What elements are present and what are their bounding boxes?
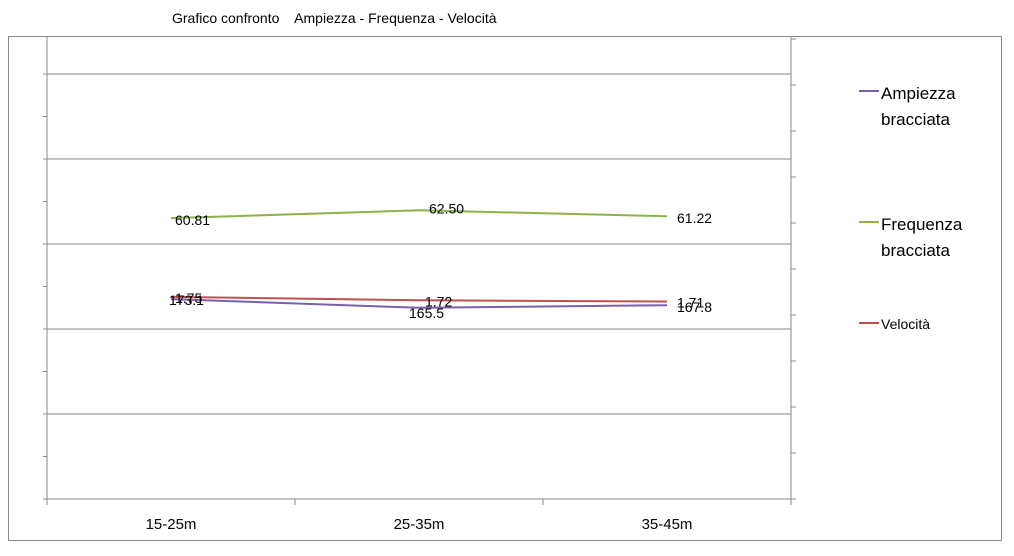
legend-label-velocita: Velocità bbox=[881, 316, 931, 332]
data-label: 173.1 bbox=[169, 292, 204, 308]
legend-label-ampiezza: Ampiezza bracciata bbox=[881, 84, 956, 129]
data-label: 167.8 bbox=[677, 299, 712, 315]
legend-label-frequenza: Frequenza bracciata bbox=[881, 215, 963, 260]
x-tick-label: 25-35m bbox=[394, 516, 445, 533]
chart-title: Grafico confronto Ampiezza - Frequenza -… bbox=[172, 10, 497, 26]
legend-item-frequenza: Frequenza bracciata bbox=[859, 212, 991, 264]
x-tick-label: 15-25m bbox=[146, 516, 197, 533]
data-label: 1.72 bbox=[425, 293, 452, 309]
data-label: 165.5 bbox=[409, 305, 444, 321]
line-chart: 15-25m 25-35m 35-45m 173.1 165.5 167.8 60.81 6… bbox=[43, 37, 796, 533]
series-line bbox=[170, 295, 668, 303]
series-line bbox=[170, 298, 668, 309]
data-label: 1.71 bbox=[677, 294, 704, 310]
data-label: 61.22 bbox=[677, 210, 712, 226]
data-label: 60.81 bbox=[175, 212, 210, 228]
legend-item-velocita: Velocità bbox=[859, 314, 991, 334]
series-line bbox=[170, 209, 668, 220]
legend-swatch-ampiezza bbox=[859, 90, 879, 92]
legend-item-ampiezza: Ampiezza bracciata bbox=[859, 81, 991, 133]
legend-swatch-velocita bbox=[859, 322, 879, 324]
chart-frame: 15-25m 25-35m 35-45m 173.1 165.5 167.8 60.81 6… bbox=[8, 36, 1002, 541]
x-tick-label: 35-45m bbox=[642, 516, 693, 533]
data-label: 1.75 bbox=[175, 290, 202, 306]
legend-swatch-frequenza bbox=[859, 221, 879, 223]
data-label: 62.50 bbox=[429, 200, 464, 216]
